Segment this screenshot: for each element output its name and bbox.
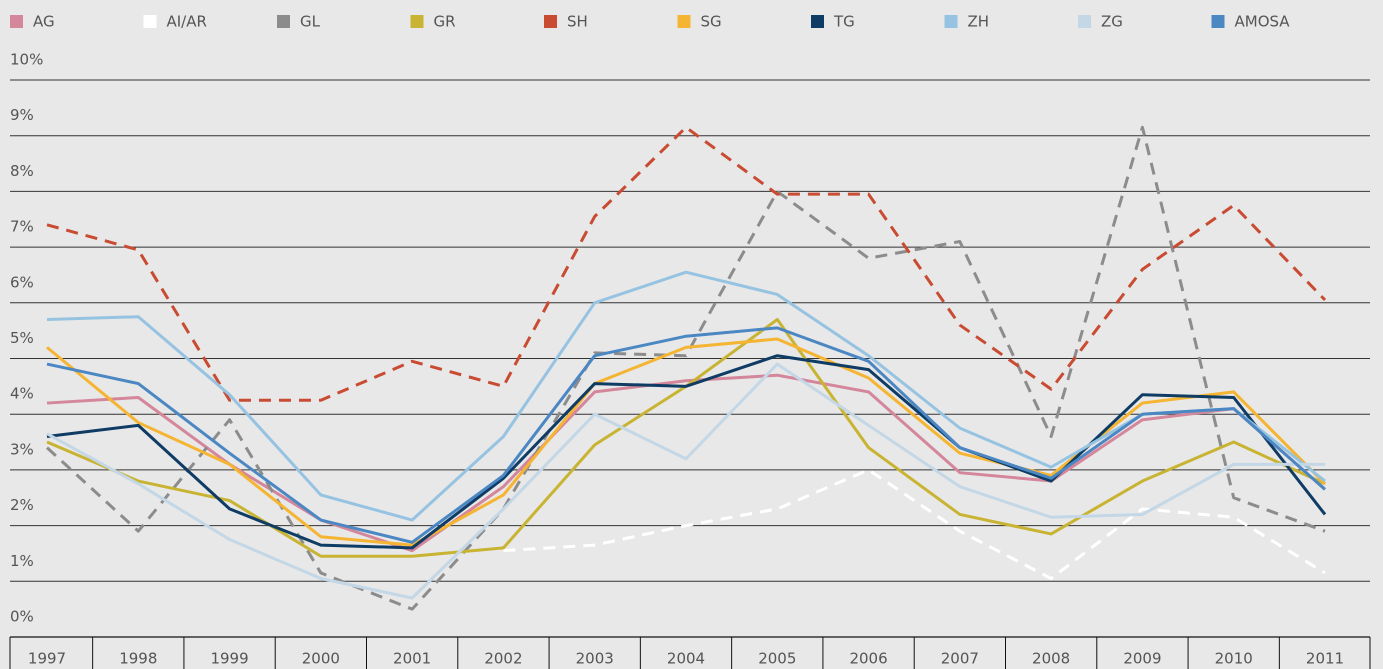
legend-swatch — [944, 15, 958, 28]
legend-label: AG — [33, 13, 55, 31]
y-tick-label: 4% — [10, 385, 34, 403]
y-tick-label: 0% — [10, 608, 34, 626]
x-tick-label: 2001 — [393, 650, 431, 668]
x-tick-label: 2007 — [941, 650, 979, 668]
y-tick-label: 5% — [10, 329, 34, 347]
x-tick-label: 2008 — [1032, 650, 1070, 668]
legend-swatch — [10, 15, 23, 28]
legend-label: GR — [434, 13, 456, 31]
legend-swatch — [677, 15, 691, 28]
x-tick-label: 2004 — [667, 650, 705, 668]
legend-swatch — [544, 15, 557, 28]
legend-label: SG — [701, 13, 722, 31]
legend-label: GL — [300, 13, 321, 31]
x-tick-label: 2005 — [758, 650, 796, 668]
x-tick-label: 1998 — [119, 650, 157, 668]
legend-swatch — [1078, 15, 1091, 28]
legend-swatch — [1211, 15, 1225, 28]
series-line — [46, 337, 1327, 547]
x-tick-label: 2011 — [1306, 650, 1344, 668]
series-line — [46, 373, 1326, 553]
x-tick-label: 2003 — [576, 650, 614, 668]
x-tick-label: 1997 — [28, 650, 66, 668]
legend-label: ZH — [968, 13, 990, 31]
series-line — [46, 125, 1327, 402]
legend-swatch — [811, 15, 824, 28]
y-tick-label: 1% — [10, 552, 34, 570]
x-tick-label: 2010 — [1215, 650, 1253, 668]
legend-label: AI/AR — [167, 13, 207, 31]
legend-label: SH — [567, 13, 588, 31]
legend-label: ZG — [1101, 13, 1123, 31]
legend-swatch — [410, 15, 424, 28]
legend-swatch — [143, 15, 157, 28]
series-line — [46, 354, 1327, 550]
y-tick-label: 8% — [10, 162, 34, 180]
y-tick-label: 9% — [10, 106, 34, 124]
legend-swatch — [277, 15, 290, 28]
series-line — [46, 326, 1326, 544]
series-line — [45, 125, 1326, 611]
x-tick-label: 2009 — [1123, 650, 1161, 668]
y-tick-label: 2% — [10, 496, 34, 514]
y-tick-label: 10% — [10, 51, 43, 69]
x-tick-label: 2002 — [484, 650, 522, 668]
x-tick-label: 1999 — [210, 650, 248, 668]
legend-label: AMOSA — [1235, 13, 1291, 31]
legend-label: TG — [833, 13, 855, 31]
y-tick-label: 3% — [10, 440, 34, 458]
y-tick-label: 6% — [10, 273, 34, 291]
x-tick-label: 2006 — [849, 650, 887, 668]
x-tick-label: 2000 — [302, 650, 340, 668]
series-line — [46, 362, 1325, 600]
series-line — [503, 468, 1326, 581]
y-tick-label: 7% — [10, 218, 34, 236]
series-line — [46, 270, 1326, 522]
